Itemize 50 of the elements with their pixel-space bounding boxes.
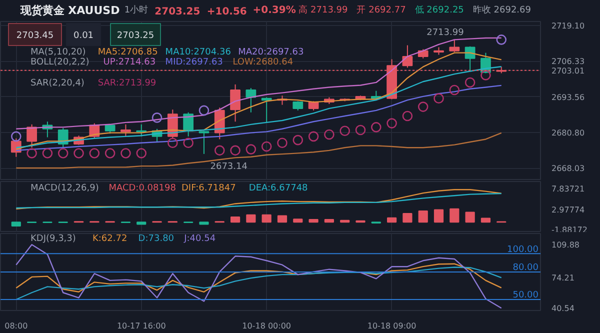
x-tick-label: 10-17 16:00: [116, 322, 166, 330]
text: K:62.72: [92, 234, 128, 244]
y-tick-label: 40.54: [552, 304, 574, 314]
annotation: MA(5,10,20): [30, 48, 86, 58]
ref-line-label: 100.00: [507, 244, 539, 255]
text: 昨收 2692.69: [472, 4, 532, 16]
text: MID:2697.63: [165, 58, 223, 68]
x-tick-label: 10-18 09:00: [367, 322, 416, 330]
text: SAR:2713.99: [98, 78, 156, 88]
text: UP:2714.63: [103, 58, 156, 68]
x-tick-label: 08:00: [4, 322, 28, 330]
annotation: 2703.25: [116, 31, 154, 41]
text: +10.56: [206, 6, 247, 18]
annotation: KDJ(9,3,3): [30, 234, 76, 244]
text: D:73.80: [138, 234, 174, 244]
annotation: SAR(2,20,4): [30, 78, 84, 88]
text: LOW:2680.64: [232, 58, 294, 68]
annotation: 2703.45: [16, 31, 54, 41]
annotation: 0.01: [73, 31, 94, 41]
text: 开 2692.77: [356, 6, 406, 16]
annotation: 2713.99: [426, 28, 464, 38]
annotation: MACD(12,26,9): [30, 184, 99, 194]
text: 低 2692.25: [414, 4, 464, 16]
y-tick-label: 109.88: [552, 240, 580, 250]
chart-title: 现货黄金 XAUUSD: [19, 4, 120, 17]
ref-line-label: 50.00: [512, 290, 539, 301]
text: +0.39%: [252, 5, 296, 16]
x-tick-label: 10-18 00:00: [242, 322, 292, 330]
ref-line-label: 80.00: [512, 263, 539, 274]
y-tick-label: 2693.56: [552, 92, 585, 102]
series-label: DEA:6.67748: [248, 184, 308, 194]
text: 高 2713.99: [298, 4, 348, 16]
y-tick-label: 2719.10: [552, 21, 585, 30]
series-label: DIF:6.71847: [182, 184, 236, 194]
text: MACD:0.08198: [108, 184, 176, 194]
annotation: 2673.14: [210, 162, 248, 172]
y-tick-label: 2706.33: [552, 57, 585, 66]
text: MA10:2704.36: [165, 48, 232, 58]
text: MA5:2706.85: [98, 48, 158, 58]
annotation: MA20:2697.63: [238, 48, 304, 58]
text: J:40.54: [183, 234, 216, 244]
annotation: BOLL(20,2,2): [30, 58, 90, 68]
text: 2703.25: [154, 6, 200, 18]
text: 1小时: [124, 4, 148, 16]
ref-line-label: 2703.01: [552, 66, 585, 76]
y-tick-label: 2680.80: [552, 128, 585, 138]
y-tick-label: 74.21: [552, 273, 574, 282]
y-tick-label: 7.83721: [552, 184, 585, 194]
y-tick-label: 2.97774: [552, 205, 585, 214]
y-tick-label: 2668.03: [552, 164, 585, 174]
